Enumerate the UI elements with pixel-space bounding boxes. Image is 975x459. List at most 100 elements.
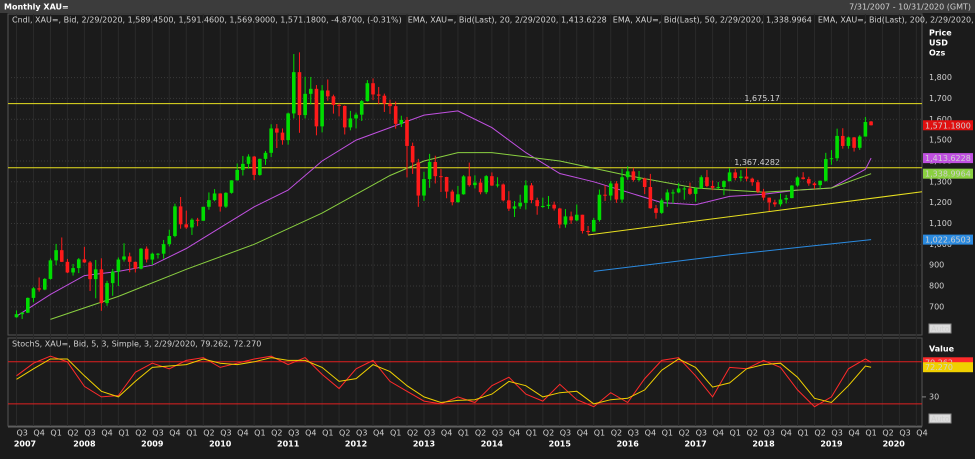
candle-body [178, 206, 183, 225]
x-tick-label: Q2 [67, 429, 78, 438]
candle-body [201, 206, 206, 221]
value-tag [923, 153, 973, 164]
candle-body [263, 152, 268, 159]
candle-body [167, 235, 172, 245]
candle-body [280, 132, 285, 141]
candle-body [507, 200, 511, 209]
candle-body [648, 187, 653, 209]
x-tick-label: Q4 [305, 429, 316, 438]
candle-body [88, 262, 92, 280]
candle-body [722, 181, 726, 188]
year-label: 2008 [73, 440, 96, 449]
candle-body [139, 248, 143, 269]
x-tick-label: Q2 [339, 429, 350, 438]
year-label: 2017 [684, 440, 706, 449]
candle-body [801, 177, 805, 180]
axis-label: Price [929, 29, 952, 38]
candle-body [840, 135, 845, 146]
x-tick-label: Q3 [696, 429, 707, 438]
x-tick-label: Q4 [713, 429, 724, 438]
candle-body [399, 119, 404, 124]
ema-line [50, 152, 872, 320]
candle-body [767, 197, 771, 203]
candle-body [557, 208, 562, 225]
value-tag-label: 72.270 [925, 363, 953, 372]
auto-button[interactable] [928, 413, 952, 424]
candle-body [54, 250, 58, 261]
candle-body [710, 185, 715, 188]
x-tick-label: Q4 [780, 429, 791, 438]
candle-body [835, 135, 839, 159]
year-label: 2018 [752, 440, 775, 449]
x-tick-label: Q3 [763, 429, 774, 438]
y-tick-label: 1,100 [929, 219, 952, 228]
auto-button[interactable] [928, 323, 952, 334]
auto-button-label[interactable]: Auto [931, 325, 950, 334]
x-tick-label: Q1 [526, 429, 537, 438]
year-label: 2009 [141, 440, 164, 449]
candle-body [173, 206, 177, 236]
window-title: Monthly XAU= [4, 3, 69, 12]
x-tick-label: Q2 [611, 429, 622, 438]
candle-body [20, 312, 24, 315]
candle-body [212, 193, 217, 201]
y-tick-label: 900 [929, 261, 944, 270]
candle-body [82, 259, 87, 263]
x-tick-label: Q1 [594, 429, 605, 438]
candle-body [541, 205, 545, 207]
candle-body [376, 94, 381, 96]
title-bar [0, 0, 975, 13]
candle-body [665, 192, 670, 201]
x-tick-label: Q1 [662, 429, 673, 438]
x-tick-label: Q2 [679, 429, 690, 438]
auto-button-label[interactable]: Auto [931, 415, 950, 424]
x-tick-label: Q2 [475, 429, 486, 438]
candle-body [303, 93, 307, 116]
candle-body [14, 314, 19, 318]
candle-body [693, 188, 698, 194]
x-tick-label: Q3 [356, 429, 367, 438]
y-tick-label: 1,500 [929, 136, 952, 145]
candle-body [71, 268, 75, 273]
value-tag-label: 1,571.1800 [925, 121, 971, 130]
candle-body [620, 177, 624, 200]
candle-body [682, 188, 687, 190]
candle-body [512, 206, 517, 209]
candle-body [852, 137, 856, 148]
value-tag [923, 120, 973, 131]
candle-body [59, 250, 64, 262]
candle-body [461, 176, 466, 195]
stoch-line [16, 357, 872, 405]
legend-entry: EMA, XAU=, Bid(Last), 20, 2/29/2020, 1,4… [408, 16, 607, 25]
candle-body [286, 113, 290, 141]
candle-body [676, 188, 681, 193]
candle-body [823, 159, 828, 181]
candle-body [348, 118, 353, 128]
x-tick-label: Q4 [237, 429, 248, 438]
level-label: 1,367.4282 [734, 158, 780, 167]
candle-body [761, 191, 766, 198]
candle-body [337, 104, 341, 106]
stoch-line [16, 355, 872, 408]
candle-body [586, 230, 590, 232]
candle-body [218, 193, 223, 207]
x-tick-label: Q4 [645, 429, 656, 438]
x-tick-label: Q1 [254, 429, 265, 438]
trendline [588, 191, 923, 236]
x-tick-label: Q2 [203, 429, 214, 438]
candle-body [524, 185, 528, 203]
year-label: 2019 [820, 440, 843, 449]
x-tick-label: Q4 [169, 429, 180, 438]
candle-body [195, 219, 200, 221]
legend-entry: StochS, XAU=, Bid, 5, 3, Simple, 3, 2/29… [12, 340, 261, 349]
candle-body [625, 171, 630, 178]
candle-body [473, 182, 477, 186]
y-tick-label: 1,300 [929, 177, 952, 186]
candle-body [252, 156, 256, 175]
candle-body [241, 163, 245, 170]
candle-body [467, 176, 472, 186]
x-tick-label: Q3 [560, 429, 571, 438]
candle-body [478, 182, 483, 193]
x-tick-label: Q4 [509, 429, 520, 438]
